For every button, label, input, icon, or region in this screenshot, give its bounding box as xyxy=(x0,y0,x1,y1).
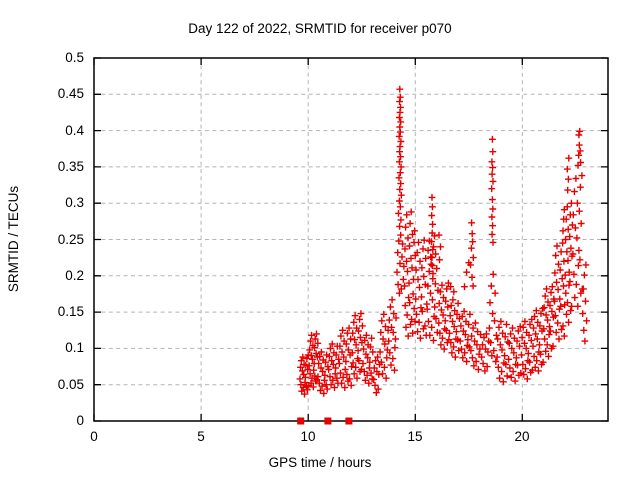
x-axis-label: GPS time / hours xyxy=(268,455,372,470)
y-tick-label: 0.5 xyxy=(65,50,84,65)
data-points xyxy=(296,85,590,398)
x-tick-label: 0 xyxy=(90,429,98,444)
y-tick-label: 0.35 xyxy=(57,159,84,174)
chart-title: Day 122 of 2022, SRMTID for receiver p07… xyxy=(188,21,452,36)
y-tick-label: 0.3 xyxy=(65,195,84,210)
y-tick-label: 0.25 xyxy=(57,232,84,247)
zero-value-marker xyxy=(345,417,353,425)
y-tick-label: 0.1 xyxy=(65,340,84,355)
y-tick-label: 0 xyxy=(76,413,84,428)
x-tick-label: 15 xyxy=(407,429,423,444)
y-tick-label: 0.05 xyxy=(57,377,84,392)
y-tick-label: 0.4 xyxy=(65,123,84,138)
y-tick-label: 0.15 xyxy=(57,304,84,319)
y-tick-label: 0.45 xyxy=(57,86,84,101)
x-tick-label: 5 xyxy=(197,429,205,444)
zero-markers xyxy=(297,417,353,425)
zero-value-marker xyxy=(297,417,305,425)
y-tick-label: 0.2 xyxy=(65,268,84,283)
x-tick-label: 20 xyxy=(514,429,530,444)
grid-lines xyxy=(94,58,608,421)
x-tick-label: 10 xyxy=(300,429,316,444)
zero-value-marker xyxy=(324,417,332,425)
